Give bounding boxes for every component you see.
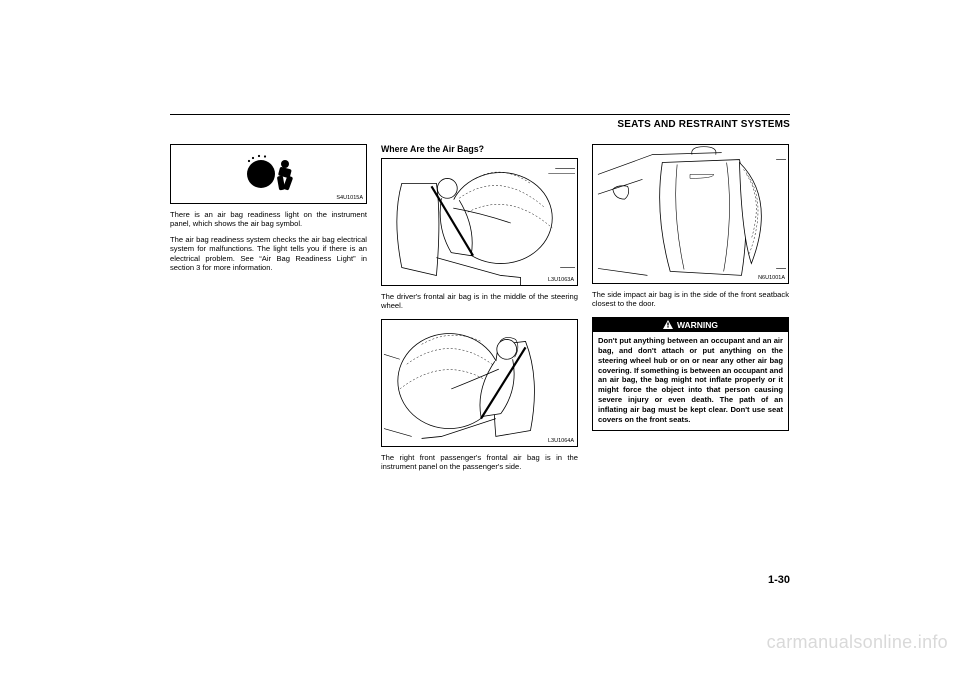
column-2: Where Are the Air Bags? (381, 144, 578, 472)
warning-header: WARNING (593, 318, 788, 332)
side-airbag-figure: N6U1001A (592, 144, 789, 284)
side-airbag-illustration (593, 144, 788, 284)
page-number: 1-30 (768, 574, 790, 586)
figure-label: N6U1001A (758, 275, 785, 281)
column-3: N6U1001A The side impact air bag is in t… (592, 144, 789, 472)
where-airbags-heading: Where Are the Air Bags? (381, 144, 578, 154)
watermark: carmanualsonline.info (767, 632, 948, 653)
warning-triangle-icon (663, 320, 673, 329)
warning-label: WARNING (677, 320, 718, 330)
driver-airbag-figure: L3U1063A (381, 158, 578, 286)
manual-page: SEATS AND RESTRAINT SYSTEMS S4U1015A The (170, 114, 790, 472)
figure-label: S4U1015A (336, 195, 363, 201)
passenger-airbag-illustration (382, 319, 577, 447)
content-columns: S4U1015A There is an air bag readiness l… (170, 144, 790, 472)
figure-label: L3U1064A (548, 438, 574, 444)
paragraph: The air bag readiness system checks the … (170, 235, 367, 273)
airbag-warning-icon (239, 154, 299, 194)
paragraph: The side impact air bag is in the side o… (592, 290, 789, 309)
column-1: S4U1015A There is an air bag readiness l… (170, 144, 367, 472)
warning-body-text: Don't put anything between an occupant a… (593, 332, 788, 430)
passenger-airbag-figure: L3U1064A (381, 319, 578, 447)
paragraph: There is an air bag readiness light on t… (170, 210, 367, 229)
airbag-symbol-figure: S4U1015A (170, 144, 367, 204)
header-rule (170, 114, 790, 115)
paragraph: The driver's frontal air bag is in the m… (381, 292, 578, 311)
paragraph: The right front passenger's frontal air … (381, 453, 578, 472)
warning-box: WARNING Don't put anything between an oc… (592, 317, 789, 431)
figure-label: L3U1063A (548, 277, 574, 283)
section-header: SEATS AND RESTRAINT SYSTEMS (170, 119, 790, 130)
driver-airbag-illustration (382, 158, 577, 286)
